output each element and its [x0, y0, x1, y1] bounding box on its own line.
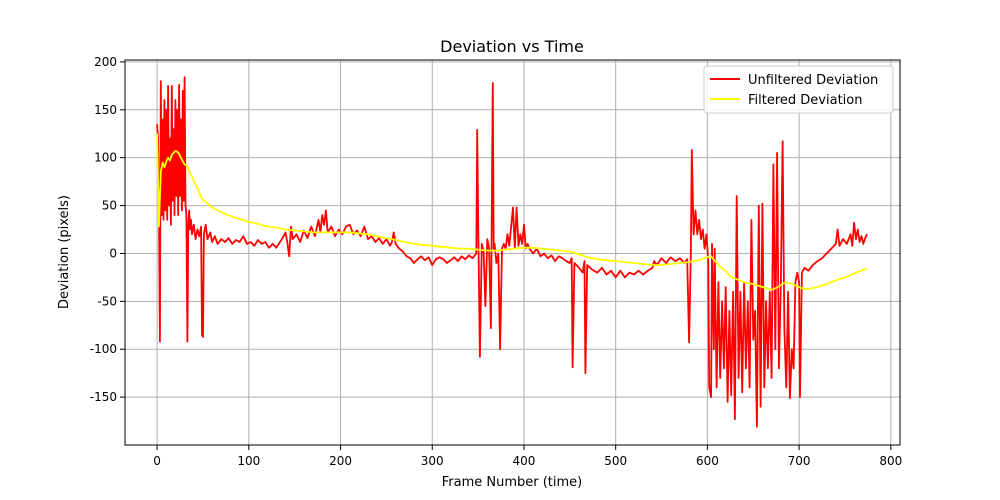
y-tick-label: 150: [94, 103, 117, 117]
y-tick-label: -100: [90, 342, 117, 356]
legend-label-unfiltered: Unfiltered Deviation: [748, 73, 878, 88]
x-tick-label: 300: [421, 454, 444, 468]
x-tick-label: 400: [513, 454, 536, 468]
x-tick-label: 800: [879, 454, 902, 468]
y-tick-label: 100: [94, 151, 117, 165]
filtered-deviation-line: [156, 133, 868, 291]
y-tick-label: 50: [102, 199, 117, 213]
legend-label-filtered: Filtered Deviation: [748, 93, 862, 108]
y-tick-label: -50: [97, 294, 117, 308]
y-tick-label: -150: [90, 390, 117, 404]
legend: Unfiltered Deviation Filtered Deviation: [703, 65, 894, 114]
unfiltered-deviation-line: [156, 76, 868, 428]
chart-title: Deviation vs Time: [440, 37, 584, 56]
y-axis-label: Deviation (pixels): [57, 195, 72, 309]
grid-layer: [125, 60, 900, 445]
x-tick-label: 0: [153, 454, 161, 468]
legend-box: [703, 65, 894, 114]
x-tick-label: 600: [696, 454, 719, 468]
plot-frame: [124, 59, 901, 446]
series-layer: [156, 76, 868, 428]
x-tick-label: 200: [329, 454, 352, 468]
x-tick-label: 700: [788, 454, 811, 468]
x-tick-label: 500: [604, 454, 627, 468]
tick-layer: 0 100 200 300 400 500 600 700 800 -150 -100 -50 0 50 1…: [90, 55, 903, 468]
y-tick-label: 0: [109, 246, 117, 260]
x-axis-label: Frame Number (time): [442, 475, 583, 490]
y-tick-label: 200: [94, 55, 117, 69]
x-tick-label: 100: [237, 454, 260, 468]
